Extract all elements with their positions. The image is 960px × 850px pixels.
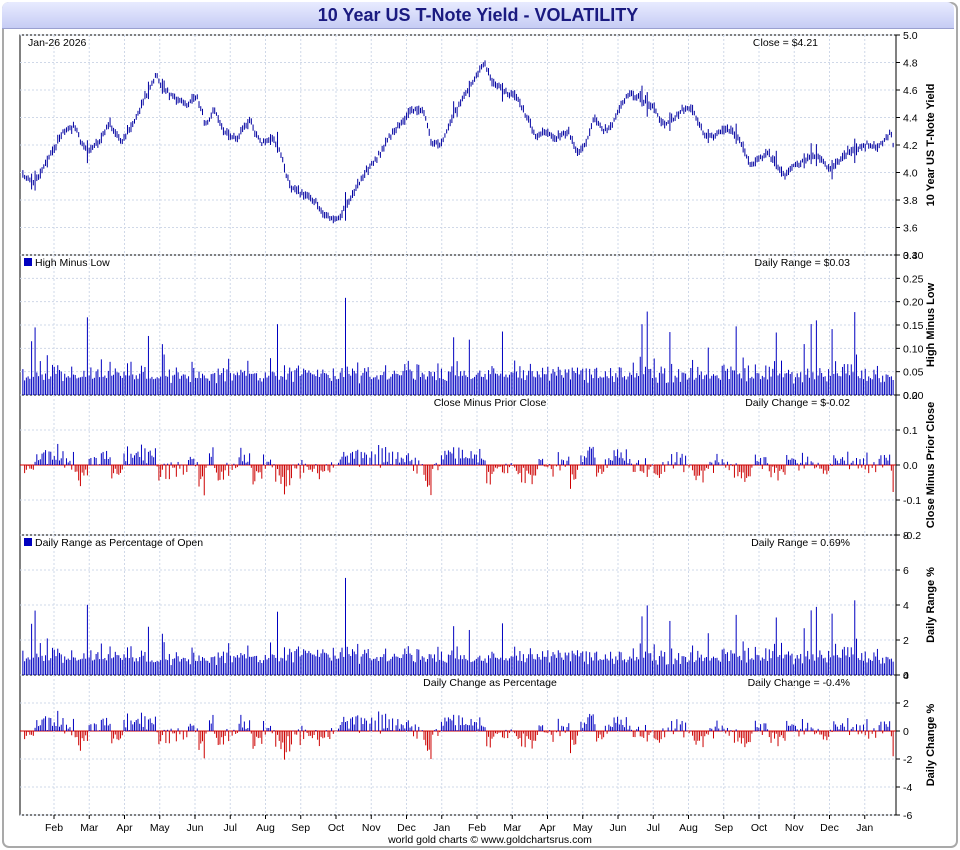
y-tick-label: 4.8 bbox=[903, 58, 918, 70]
chart-title: 10 Year US T-Note Yield - VOLATILITY bbox=[317, 5, 639, 25]
panel-label: Close Minus Prior Close bbox=[434, 397, 547, 409]
x-tick-label: Jan bbox=[856, 822, 873, 834]
x-tick-label: Dec bbox=[397, 822, 416, 834]
x-tick-label: Jun bbox=[610, 822, 627, 834]
y-tick-label: 4 bbox=[903, 670, 909, 682]
readout-value: Close = $4.21 bbox=[753, 37, 818, 49]
y-tick-label: 0.0 bbox=[903, 460, 918, 472]
readout-value: Daily Range = $0.03 bbox=[755, 257, 851, 269]
legend-swatch bbox=[24, 538, 32, 546]
x-tick-label: Nov bbox=[362, 822, 381, 834]
y-tick-label: 0.05 bbox=[903, 367, 924, 379]
legend-swatch bbox=[24, 258, 32, 266]
y-tick-label: 0.30 bbox=[903, 250, 924, 262]
y-tick-label: 4.2 bbox=[903, 140, 918, 152]
x-tick-label: Jul bbox=[647, 822, 660, 834]
y-tick-label: -0.1 bbox=[903, 495, 921, 507]
y-tick-label: 0.10 bbox=[903, 343, 924, 355]
readout-value: Daily Change = $-0.02 bbox=[745, 397, 850, 409]
x-tick-label: Mar bbox=[80, 822, 99, 834]
y-tick-label: 0 bbox=[903, 726, 909, 738]
panel-label: High Minus Low bbox=[35, 257, 110, 269]
y-tick-label: 3.8 bbox=[903, 195, 918, 207]
y-axis-label: Close Minus Prior Close bbox=[925, 402, 937, 529]
x-tick-label: Apr bbox=[539, 822, 556, 834]
x-tick-label: Dec bbox=[820, 822, 839, 834]
y-tick-label: 0.20 bbox=[903, 297, 924, 309]
title-bar: 10 Year US T-Note Yield - VOLATILITY bbox=[2, 2, 954, 29]
y-axis-label: Daily Change % bbox=[925, 704, 937, 787]
y-axis-label: Daily Range % bbox=[925, 567, 937, 643]
x-tick-label: Oct bbox=[328, 822, 344, 834]
x-tick-label: Mar bbox=[503, 822, 522, 834]
y-axis-label: High Minus Low bbox=[925, 282, 937, 367]
readout-value: Daily Change = -0.4% bbox=[748, 677, 850, 689]
y-tick-label: 6 bbox=[903, 565, 909, 577]
y-tick-label: 0.25 bbox=[903, 273, 924, 285]
y-tick-label: -0.2 bbox=[903, 530, 921, 542]
y-tick-label: 0.1 bbox=[903, 425, 918, 437]
y-tick-label: 0.2 bbox=[903, 390, 918, 402]
y-tick-label: 2 bbox=[903, 635, 909, 647]
date-label: Jan-26 2026 bbox=[28, 37, 87, 49]
x-tick-label: Sep bbox=[291, 822, 310, 834]
x-tick-label: May bbox=[150, 822, 171, 834]
readout-value: Daily Range = 0.69% bbox=[751, 537, 850, 549]
y-tick-label: -2 bbox=[903, 754, 912, 766]
y-tick-label: 4.6 bbox=[903, 85, 918, 97]
x-tick-label: Apr bbox=[116, 822, 133, 834]
plot-area bbox=[19, 34, 897, 816]
y-tick-label: 4.0 bbox=[903, 168, 918, 180]
x-tick-label: Jun bbox=[187, 822, 204, 834]
y-tick-label: 0 bbox=[903, 670, 909, 682]
panel-label: Daily Range as Percentage of Open bbox=[35, 537, 203, 549]
footer-credit: world gold charts © www.goldchartsrus.co… bbox=[387, 834, 592, 846]
y-tick-label: 3.6 bbox=[903, 223, 918, 235]
y-tick-label: -6 bbox=[903, 810, 912, 822]
y-tick-label: 2 bbox=[903, 698, 909, 710]
y-axis-label: 10 Year US T-Note Yield bbox=[925, 84, 937, 207]
panel-label: Daily Change as Percentage bbox=[423, 677, 557, 689]
y-tick-label: 4 bbox=[903, 600, 909, 612]
x-tick-label: Jul bbox=[224, 822, 237, 834]
y-tick-label: 0.00 bbox=[903, 390, 924, 402]
x-tick-label: Feb bbox=[45, 822, 63, 834]
x-tick-label: Jan bbox=[433, 822, 450, 834]
x-tick-label: Oct bbox=[751, 822, 767, 834]
y-tick-label: 3.4 bbox=[903, 250, 918, 262]
y-tick-label: 0.15 bbox=[903, 320, 924, 332]
x-tick-label: Sep bbox=[714, 822, 733, 834]
x-tick-label: May bbox=[573, 822, 594, 834]
y-tick-label: -4 bbox=[903, 782, 912, 794]
x-tick-label: Aug bbox=[679, 822, 698, 834]
x-tick-label: Aug bbox=[256, 822, 275, 834]
y-tick-label: 5.0 bbox=[903, 30, 918, 42]
y-tick-label: 4.4 bbox=[903, 113, 918, 125]
x-tick-label: Feb bbox=[468, 822, 486, 834]
x-tick-label: Nov bbox=[785, 822, 804, 834]
y-tick-label: 8 bbox=[903, 530, 909, 542]
